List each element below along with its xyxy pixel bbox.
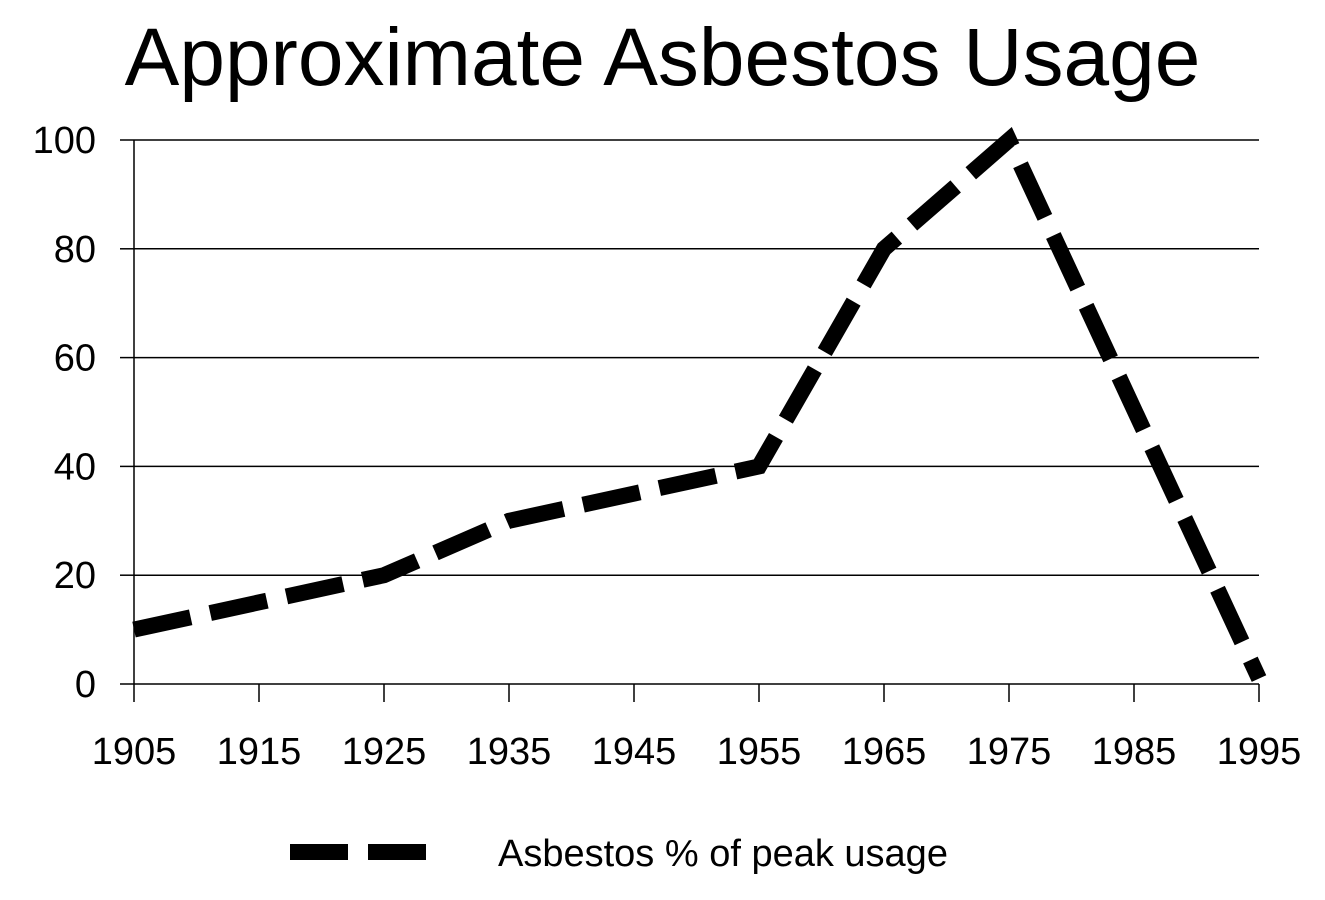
x-axis-tick-labels: 1905 1915 1925 1935 1945 1955 1965 1975 1985 1995: [92, 731, 1302, 773]
x-tick-label: 1965: [842, 731, 927, 773]
series-layer: [132, 126, 1267, 682]
x-tick-label: 1935: [467, 731, 552, 773]
x-tick-label: 1985: [1092, 731, 1177, 773]
x-tick-label: 1915: [217, 731, 302, 773]
x-tick-label: 1945: [592, 731, 677, 773]
y-tick-label: 40: [54, 446, 96, 488]
x-tick-label: 1975: [967, 731, 1052, 773]
y-tick-label: 0: [75, 664, 96, 706]
x-tick-label: 1995: [1217, 731, 1302, 773]
legend: Asbestos % of peak usage: [290, 833, 948, 875]
x-tick-label: 1925: [342, 731, 427, 773]
x-tick-label: 1955: [717, 731, 802, 773]
x-tick-label: 1905: [92, 731, 177, 773]
series-line: [132, 126, 1267, 682]
y-axis-tick-labels: 0 20 40 60 80 100: [33, 120, 96, 706]
gridlines: [134, 139, 1259, 576]
y-tick-label: 60: [54, 338, 96, 380]
legend-label: Asbestos % of peak usage: [498, 833, 948, 875]
y-tick-label: 100: [33, 120, 96, 162]
y-tick-label: 80: [54, 229, 96, 271]
axes: [120, 139, 1260, 702]
y-tick-label: 20: [54, 555, 96, 597]
chart-title: Approximate Asbestos Usage: [124, 12, 1201, 103]
